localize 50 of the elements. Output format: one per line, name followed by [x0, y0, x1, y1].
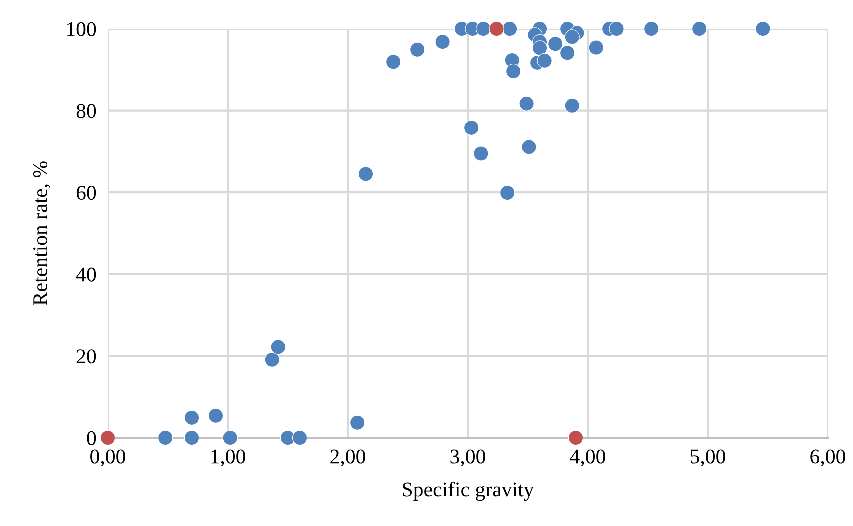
- point: [500, 185, 516, 201]
- point: [588, 40, 604, 56]
- point: [502, 21, 518, 37]
- y-tick-label: 80: [76, 104, 96, 118]
- point: [292, 430, 308, 446]
- y-tick-label: 60: [76, 186, 96, 200]
- point: [609, 21, 624, 37]
- point: [184, 410, 200, 426]
- point: [564, 98, 580, 114]
- x-axis-title: Specific gravity: [403, 482, 534, 502]
- y-tick-label: 20: [76, 350, 96, 364]
- point: [474, 146, 489, 162]
- y-tick-label: 100: [67, 22, 96, 36]
- point: [548, 36, 564, 52]
- point: [464, 120, 480, 136]
- point: [756, 21, 771, 37]
- point: [435, 34, 450, 50]
- point: [522, 140, 537, 155]
- point: [644, 21, 660, 37]
- point: [158, 430, 174, 446]
- x-tick-label: 2,00: [330, 450, 366, 467]
- point: [476, 21, 492, 37]
- point: [519, 96, 534, 112]
- y-tick-label: 0: [87, 431, 96, 446]
- y-tick-label: 40: [76, 268, 96, 282]
- x-tick-label: 3,00: [450, 450, 486, 467]
- point: [692, 21, 708, 37]
- x-tick-label: 0,00: [90, 450, 126, 467]
- point: [264, 352, 280, 368]
- point: [537, 53, 552, 68]
- x-tick-label: 4,00: [570, 450, 606, 467]
- point: [564, 30, 580, 45]
- y-axis-title: Retention rate, %: [33, 162, 51, 306]
- point: [386, 54, 402, 70]
- point: [410, 42, 426, 58]
- point: [184, 430, 200, 446]
- point: [208, 408, 224, 424]
- point: [358, 166, 374, 182]
- x-tick-label: 6,00: [810, 450, 846, 467]
- x-tick-label: 1,00: [212, 450, 246, 467]
- point: [222, 430, 238, 446]
- point: [350, 415, 366, 430]
- point: [568, 430, 584, 446]
- point: [270, 340, 286, 355]
- point: [506, 64, 522, 80]
- x-tick-label: 5,00: [690, 450, 726, 467]
- point: [100, 430, 116, 446]
- point: [532, 40, 548, 56]
- point: [489, 21, 504, 37]
- point: [560, 46, 576, 61]
